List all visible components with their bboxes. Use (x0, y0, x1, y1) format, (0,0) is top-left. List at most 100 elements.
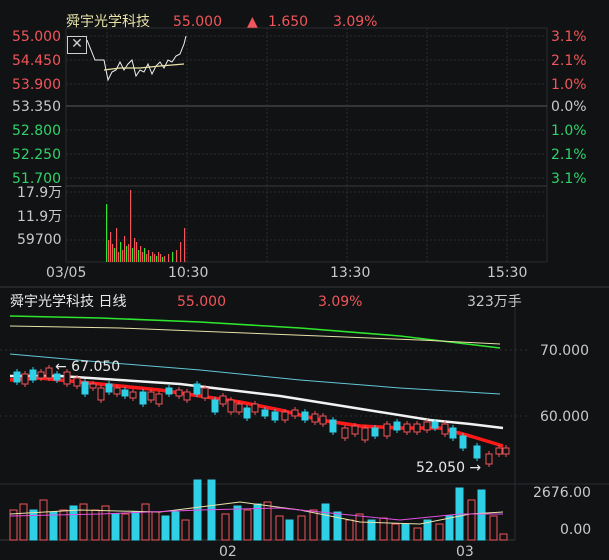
candle-body (63, 371, 71, 385)
price-tick-5: 52.800 (12, 123, 61, 139)
volume-ma-magenta (9, 507, 503, 521)
intraday-panel: 舜宇光学科技 55.000 ▲ 1.650 3.09% ✕ 55.000 54.… (12, 14, 587, 281)
candle-body (81, 381, 89, 395)
ma-white-line (10, 374, 504, 430)
candle-body (291, 409, 299, 417)
candle-body (413, 423, 421, 433)
candle-body (219, 395, 227, 405)
daily-volume-bar (79, 503, 88, 541)
candle-body (261, 409, 269, 417)
date-tick-2: 03 (456, 544, 474, 560)
intraday-volume-bar (158, 252, 160, 262)
candle-body (393, 421, 401, 431)
candle-body (45, 367, 53, 379)
intraday-frame (65, 27, 548, 263)
daily-change-percent: 3.09% (318, 294, 363, 310)
intraday-volume-bar (164, 256, 166, 262)
intraday-volume-bar (122, 250, 124, 262)
volume-tick-1: 17.9万 (17, 185, 63, 201)
candle-body (165, 387, 173, 395)
daily-chart (0, 308, 609, 541)
daily-volume-bar (181, 519, 190, 541)
daily-volume-bar (151, 511, 160, 541)
ma-green-line (9, 315, 501, 349)
daily-volume-bar (19, 503, 28, 541)
candle-body (183, 391, 191, 401)
time-tick-4: 15:30 (487, 265, 528, 281)
pct-tick-7: 3.1% (551, 171, 587, 187)
daily-volume-bar (171, 511, 180, 541)
daily-volume-bar (467, 499, 476, 541)
intraday-volume-bar (162, 257, 164, 262)
candle-body (473, 445, 481, 459)
daily-panel: 舜宇光学科技 日线 55.000 3.09% 323万手 70.000 60.0… (0, 288, 609, 560)
daily-volume-bar (333, 511, 342, 541)
daily-volume-bar (355, 513, 364, 541)
daily-volume-bar (367, 519, 376, 541)
stock-name: 舜宇光学科技 (66, 14, 150, 30)
candle-body (351, 425, 359, 435)
intraday-volume-bar (152, 252, 154, 262)
candle-body (329, 419, 337, 433)
daily-volume-bar (345, 519, 354, 541)
candle-body (311, 413, 319, 423)
candle-body (105, 383, 113, 393)
change-percent: 3.09% (333, 14, 378, 30)
low-annotation: 52.050 → (416, 460, 482, 476)
daily-volume-bar (499, 533, 508, 541)
daily-title: 舜宇光学科技 日线 (10, 294, 127, 310)
daily-volume-bar (401, 523, 410, 541)
daily-volume-bar (285, 519, 294, 541)
daily-volume-bar (477, 489, 486, 541)
price-tick-6: 52.250 (12, 147, 61, 163)
daily-volume-bar (253, 503, 262, 541)
time-tick-2: 10:30 (168, 265, 209, 281)
candle-body (431, 421, 439, 429)
candle-body (403, 423, 411, 433)
candle-body (441, 423, 449, 435)
intraday-volume-bar (128, 244, 130, 262)
daily-volume-tick-1: 2676.00 (533, 485, 591, 501)
intraday-volume-bar (130, 190, 132, 262)
daily-volume-bar (101, 505, 110, 541)
time-tick-3: 13:30 (330, 265, 371, 281)
candle-body (227, 399, 235, 413)
candle-body (21, 373, 29, 385)
daily-volume-bar (29, 509, 38, 541)
candle-body (139, 391, 147, 405)
daily-volume-bar (489, 515, 498, 541)
intraday-volume-bar (132, 248, 134, 262)
candle-body (271, 411, 279, 421)
candle-body (243, 407, 251, 419)
pct-tick-3: 1.0% (551, 77, 587, 93)
intraday-volume-bar (160, 254, 162, 262)
daily-volume-bar (309, 509, 318, 541)
close-icon[interactable]: ✕ (67, 36, 87, 54)
intraday-volume-bar (150, 256, 152, 262)
candle-body (89, 383, 97, 389)
high-annotation: ← 67.050 (55, 359, 121, 375)
intraday-volume-bar (140, 246, 142, 262)
daily-volume-bar (263, 501, 272, 541)
daily-volume-bar (131, 511, 140, 541)
intraday-volume-bar (112, 244, 114, 262)
candle-body (251, 403, 259, 413)
daily-volume-bar (111, 513, 120, 541)
current-price: 55.000 (173, 14, 222, 30)
intraday-volume-bar (176, 250, 178, 262)
daily-volume-bar (233, 505, 242, 541)
pane-divider[interactable] (0, 286, 609, 288)
candle-body (129, 391, 137, 399)
daily-volume-bar (9, 509, 18, 541)
daily-volume-bar (413, 527, 422, 541)
daily-price-tick-1: 70.000 (540, 343, 589, 359)
pct-tick-5: 1.0% (551, 123, 587, 139)
candle-body (319, 415, 327, 425)
candle-body (341, 427, 349, 439)
pct-tick-6: 2.1% (551, 147, 587, 163)
candle-body (211, 399, 219, 413)
daily-volume-bar (243, 509, 252, 541)
daily-volume-bar (297, 515, 306, 541)
candle-body (37, 371, 45, 379)
intraday-volume-bar (180, 242, 182, 262)
